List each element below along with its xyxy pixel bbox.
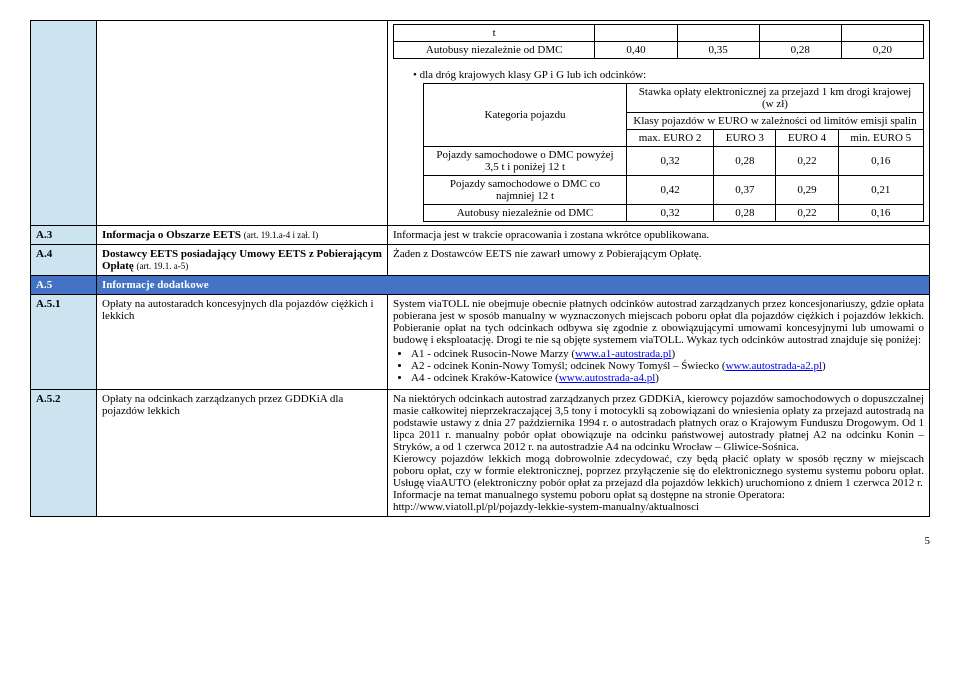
a52-label: Opłaty na odcinkach zarządzanych przez G…	[97, 390, 388, 517]
bullet-text: dla dróg krajowych klasy GP i G lub ich …	[420, 69, 647, 81]
row-label-blank	[97, 21, 388, 226]
link-a4: A4 - odcinek Kraków-Katowice (www.autost…	[411, 372, 924, 384]
v: 0,20	[841, 42, 923, 59]
a51-links: A1 - odcinek Rusocin-Nowe Marzy (www.a1-…	[411, 348, 924, 384]
euro-h: EURO 4	[776, 130, 838, 147]
a52-content: Na niektórych odcinkach autostrad zarząd…	[388, 390, 930, 517]
euro-h: min. EURO 5	[838, 130, 923, 147]
kategoria-header: Kategoria pojazdu	[424, 84, 627, 147]
a52-link[interactable]: http://www.viatoll.pl/pl/pojazdy-lekkie-…	[393, 501, 924, 513]
link-a1: A1 - odcinek Rusocin-Nowe Marzy (www.a1-…	[411, 348, 924, 360]
mini-row-label: Autobusy niezależnie od DMC	[394, 42, 595, 59]
a3-id: A.3	[31, 226, 97, 245]
v: 0,28	[714, 147, 776, 176]
link-a1-url[interactable]: www.a1-autostrada.pl	[575, 348, 671, 360]
a51-id: A.5.1	[31, 295, 97, 390]
a4-label: Dostawcy EETS posiadający Umowy EETS z P…	[97, 245, 388, 276]
v	[759, 25, 841, 42]
link-a2-url[interactable]: www.autostrada-a2.pl	[726, 360, 822, 372]
v	[677, 25, 759, 42]
stawka-header: Stawka opłaty elektronicznej za przejazd…	[627, 84, 924, 113]
a52-p2: Kierowcy pojazdów lekkich mogą dobrowoln…	[393, 453, 924, 489]
v: 0,28	[759, 42, 841, 59]
r1-label: Pojazdy samochodowe o DMC powyżej 3,5 t …	[424, 147, 627, 176]
v: 0,29	[776, 176, 838, 205]
klasy-header: Klasy pojazdów w EURO w zależności od li…	[627, 113, 924, 130]
bullet-label: • dla dróg krajowych klasy GP i G lub ic…	[413, 69, 924, 81]
v: 0,35	[677, 42, 759, 59]
link-a4-url[interactable]: www.autostrada-a4.pl	[559, 372, 655, 384]
a51-label: Opłaty na autostaradch koncesyjnych dla …	[97, 295, 388, 390]
rates-table: Kategoria pojazdu Stawka opłaty elektron…	[423, 83, 924, 222]
link-a2: A2 - odcinek Konin-Nowy Tomyśl; odcinek …	[411, 360, 924, 372]
a52-id: A.5.2	[31, 390, 97, 517]
page-number: 5	[30, 535, 930, 547]
v: 0,32	[627, 147, 714, 176]
a52-p1: Na niektórych odcinkach autostrad zarząd…	[393, 393, 924, 453]
a51-content: System viaTOLL nie obejmuje obecnie płat…	[388, 295, 930, 390]
euro-h: max. EURO 2	[627, 130, 714, 147]
r3-label: Autobusy niezależnie od DMC	[424, 205, 627, 222]
v: 0,22	[776, 205, 838, 222]
a3-content: Informacja jest w trakcie opracowania i …	[388, 226, 930, 245]
v: 0,42	[627, 176, 714, 205]
a3-label: Informacja o Obszarze EETS (art. 19.1.a-…	[97, 226, 388, 245]
top-mini-table: t Autobusy niezależnie od DMC 0,40 0,35 …	[393, 24, 924, 59]
v: 0,22	[776, 147, 838, 176]
a5-id: A.5	[31, 276, 97, 295]
v	[595, 25, 677, 42]
v: 0,40	[595, 42, 677, 59]
a4-content: Żaden z Dostawców EETS nie zawarł umowy …	[388, 245, 930, 276]
main-grid: t Autobusy niezależnie od DMC 0,40 0,35 …	[30, 20, 930, 517]
v	[841, 25, 923, 42]
v: 0,28	[714, 205, 776, 222]
euro-h: EURO 3	[714, 130, 776, 147]
r2-label: Pojazdy samochodowe o DMC co najmniej 12…	[424, 176, 627, 205]
v: 0,32	[627, 205, 714, 222]
a4-id: A.4	[31, 245, 97, 276]
v: 0,16	[838, 205, 923, 222]
a5-label: Informacje dodatkowe	[97, 276, 930, 295]
row-id-blank	[31, 21, 97, 226]
rates-cell: t Autobusy niezależnie od DMC 0,40 0,35 …	[388, 21, 930, 226]
a4-cite: (art. 19.1. a-5)	[137, 261, 189, 271]
a51-para: System viaTOLL nie obejmuje obecnie płat…	[393, 298, 924, 346]
v: 0,21	[838, 176, 923, 205]
v: 0,16	[838, 147, 923, 176]
a52-p3: Informacje na temat manualnego systemu p…	[393, 489, 924, 501]
t-cell: t	[394, 25, 595, 42]
a3-label-text: Informacja o Obszarze EETS	[102, 229, 241, 241]
v: 0,37	[714, 176, 776, 205]
a3-cite: (art. 19.1.a-4 i zał. I)	[244, 230, 318, 240]
